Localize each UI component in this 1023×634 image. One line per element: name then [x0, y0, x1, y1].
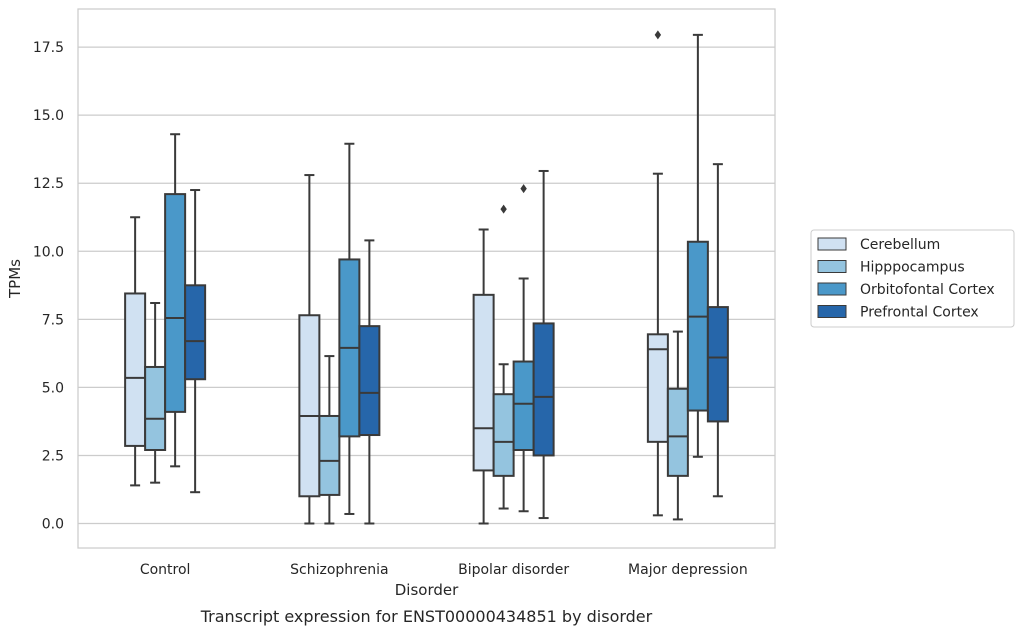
box: [686, 33, 709, 458]
legend-swatch: [817, 305, 847, 318]
legend-label: Hipppocampus: [860, 260, 965, 276]
box: [706, 163, 729, 498]
y-tick-label: 12.5: [33, 176, 64, 192]
box: [492, 204, 515, 510]
box-groups: [124, 30, 729, 525]
x-tick-label: Schizophrenia: [290, 562, 388, 578]
x-tick-label: Bipolar disorder: [458, 562, 569, 578]
box-body: [124, 292, 147, 447]
box: [472, 228, 495, 525]
box: [318, 355, 341, 525]
box: [164, 133, 187, 468]
x-tick-label: Control: [140, 562, 191, 578]
box-body: [666, 387, 689, 477]
box: [184, 189, 207, 494]
legend-item: Cerebellum: [817, 237, 940, 253]
box: [358, 239, 381, 525]
box-body: [318, 414, 341, 496]
legend-label: Prefrontal Cortex: [860, 305, 979, 321]
x-axis-label: Disorder: [395, 581, 459, 599]
legend-item: Hipppocampus: [817, 260, 965, 276]
box: [124, 216, 147, 487]
box-body: [298, 314, 321, 498]
box-body: [706, 306, 729, 423]
box: [532, 169, 555, 520]
box: [144, 302, 167, 484]
chart-caption: Transcript expression for ENST0000043485…: [200, 607, 653, 626]
plot-frame: [77, 8, 776, 549]
box: [646, 30, 669, 517]
y-tick-label: 0.0: [42, 517, 64, 533]
box: [666, 330, 689, 521]
box-body: [164, 193, 187, 413]
box-body: [492, 393, 515, 477]
outlier-point: [654, 30, 662, 40]
legend-frame: [810, 229, 1015, 328]
box: [512, 184, 535, 513]
box-body: [184, 284, 207, 381]
legend: Cerebellum Hipppocampus Orbitofontal Corte…: [810, 229, 1015, 328]
legend-item: Orbitofontal Cortex: [817, 282, 995, 298]
box-body: [358, 325, 381, 437]
box: [298, 174, 321, 525]
y-tick-label: 7.5: [42, 312, 64, 328]
outlier-point: [500, 204, 507, 214]
series-boxes: [144, 204, 689, 525]
box-body: [472, 293, 495, 472]
y-tick-label: 2.5: [42, 448, 64, 464]
series-boxes: [164, 33, 709, 515]
series-boxes: [184, 163, 729, 525]
y-axis-label: TPMs: [6, 259, 24, 299]
y-tick-label: 17.5: [33, 40, 64, 56]
box-body: [646, 333, 669, 443]
y-tick-label: 10.0: [33, 244, 64, 260]
legend-label: Cerebellum: [860, 237, 940, 253]
x-tick-label: Major depression: [628, 562, 748, 578]
y-tick-label: 15.0: [33, 108, 64, 124]
legend-swatch: [817, 237, 847, 251]
legend-item: Prefrontal Cortex: [817, 305, 979, 321]
box-body: [512, 360, 535, 451]
box-body: [532, 322, 555, 457]
box: [338, 142, 361, 515]
series-boxes: [124, 30, 669, 525]
x-tick-labels: Control Schizophrenia Bipolar disorder Majo…: [140, 562, 748, 578]
box-body: [686, 240, 709, 412]
y-tick-labels: 0.0 2.5 5.0 7.5 10.0 12.5 15.0 17.5: [33, 40, 64, 532]
box-body: [144, 365, 167, 452]
legend-label: Orbitofontal Cortex: [860, 282, 995, 298]
legend-swatch: [817, 260, 847, 273]
legend-swatch: [817, 282, 847, 296]
y-tick-label: 5.0: [42, 380, 64, 396]
outlier-point: [520, 184, 527, 194]
